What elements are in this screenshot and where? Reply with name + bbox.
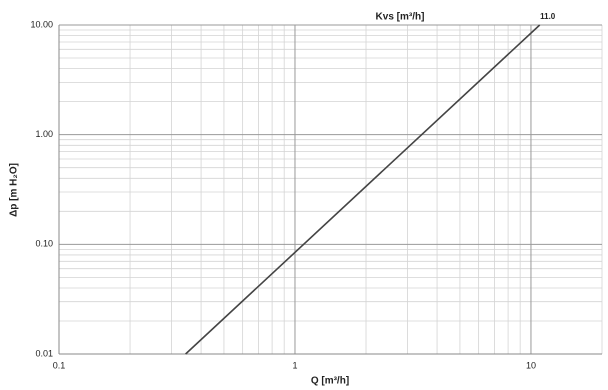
y-tick-label: 0.10 (35, 239, 53, 249)
chart-title: Kvs [m³/h] (376, 12, 425, 23)
y-axis-label: Δp [m H₂O] (9, 163, 20, 217)
y-tick-label: 1.00 (35, 129, 53, 139)
line-annotation: 11.0 (540, 12, 556, 21)
y-tick-label: 0.01 (35, 348, 53, 358)
x-axis-label: Q [m³/h] (311, 376, 349, 387)
data-line (185, 24, 541, 355)
x-tick-label: 10 (526, 360, 536, 370)
x-tick-label: 1 (292, 360, 297, 370)
x-tick-label: 0.1 (53, 360, 66, 370)
y-tick-label: 10.00 (30, 19, 53, 29)
